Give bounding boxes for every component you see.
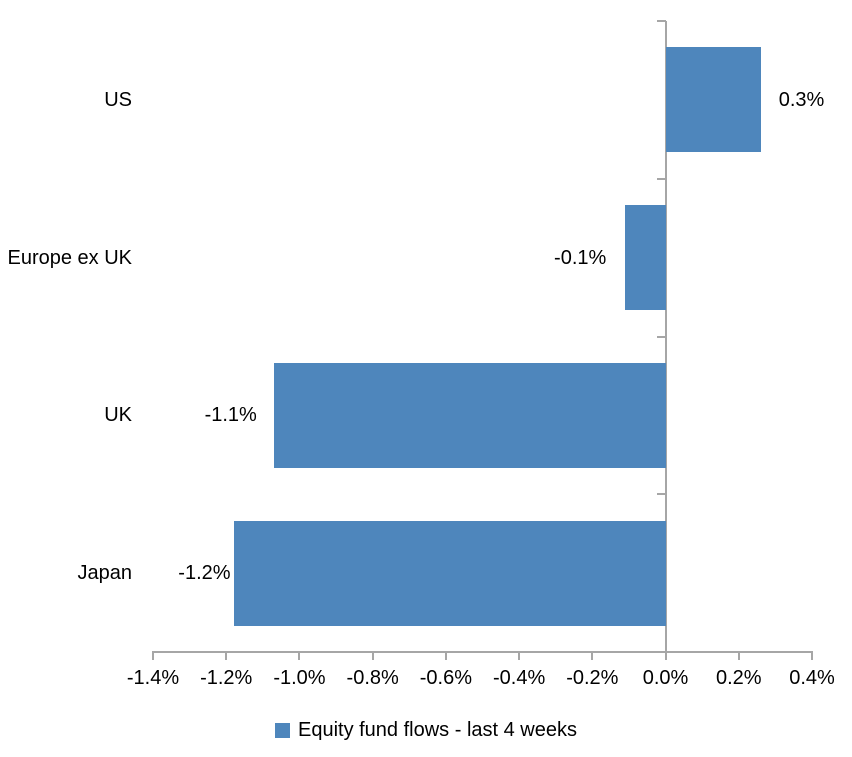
- x-axis-tick: [518, 651, 521, 660]
- legend-swatch-icon: [274, 722, 290, 738]
- bar-europe-ex-uk: [625, 205, 666, 311]
- x-axis-tick-label: -0.4%: [492, 667, 546, 689]
- x-axis-tick: [664, 651, 667, 660]
- x-axis-line: [153, 651, 813, 653]
- legend: Equity fund flows - last 4 weeks: [0, 717, 852, 743]
- x-axis-tick-label: -1.4%: [126, 667, 180, 689]
- y-axis-tick: [656, 493, 666, 496]
- y-axis-tick: [656, 20, 666, 22]
- y-axis-tick: [656, 177, 666, 180]
- category-label-japan: Japan: [77, 562, 133, 585]
- x-axis-tick: [371, 651, 374, 660]
- category-label-us: US: [104, 88, 132, 111]
- x-axis-tick-label: -0.6%: [419, 667, 472, 689]
- category-label-europe-ex-uk: Europe ex UK: [7, 246, 132, 269]
- y-axis-tick: [656, 335, 666, 338]
- x-axis-tick: [591, 651, 594, 660]
- x-axis-tick: [152, 651, 154, 660]
- bar-us: [665, 47, 761, 153]
- bar-uk: [273, 362, 666, 468]
- data-label-japan: -1.2%: [178, 562, 231, 585]
- x-axis-tick: [298, 651, 301, 660]
- x-axis-tick-label: -0.8%: [346, 667, 399, 689]
- x-axis-tick-label: 0.0%: [642, 667, 689, 689]
- x-axis-tick: [225, 651, 228, 660]
- data-label-us: 0.3%: [778, 88, 825, 111]
- zero-axis-line: [664, 21, 667, 652]
- x-axis-tick-label: -0.2%: [566, 667, 619, 689]
- x-axis-tick-label: -1.0%: [273, 667, 326, 689]
- x-axis-tick-label: 0.4%: [789, 667, 835, 689]
- legend-label: Equity fund flows - last 4 weeks: [297, 719, 577, 741]
- data-label-europe-ex-uk: -0.1%: [554, 246, 607, 269]
- x-axis-tick-label: 0.2%: [715, 667, 762, 689]
- x-axis-tick: [737, 651, 740, 660]
- category-label-uk: UK: [104, 404, 132, 427]
- bar-japan: [233, 520, 666, 626]
- x-axis-tick: [811, 651, 813, 660]
- data-label-uk: -1.1%: [204, 404, 257, 427]
- x-axis-tick-label: -1.2%: [200, 667, 253, 689]
- x-axis-tick: [444, 651, 447, 660]
